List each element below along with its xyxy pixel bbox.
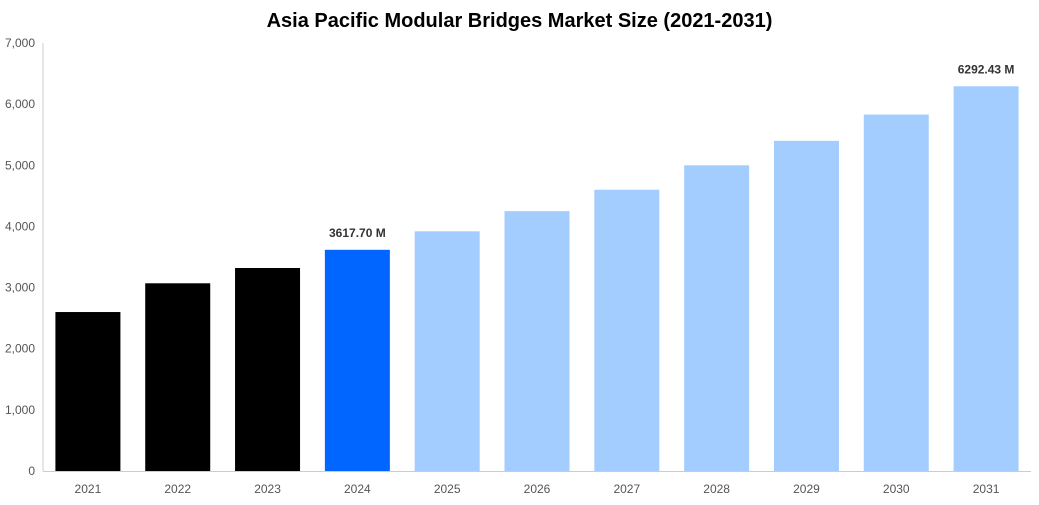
bar-2023 (235, 268, 301, 471)
data-labels-group: 3617.70 M 6292.43 M (329, 62, 1014, 240)
y-tick-label: 1,000 (5, 403, 35, 417)
y-axis: 0 1,000 2,000 3,000 4,000 5,000 6,000 7,000 (5, 36, 44, 478)
bar-2027 (594, 189, 660, 471)
x-tick-label: 2029 (793, 482, 820, 496)
data-label-2024: 3617.70 M (329, 226, 386, 240)
x-tick-label: 2026 (524, 482, 551, 496)
bar-2026 (504, 211, 570, 471)
bar-2024 (324, 249, 390, 471)
bar-2028 (684, 165, 750, 472)
bar-2031 (953, 86, 1019, 471)
x-tick-label: 2022 (164, 482, 191, 496)
bar-2021 (55, 312, 121, 471)
y-tick-label: 6,000 (5, 97, 35, 111)
bars-group (55, 86, 1019, 472)
y-tick-label: 7,000 (5, 36, 35, 50)
x-tick-label: 2030 (883, 482, 910, 496)
x-tick-label: 2028 (703, 482, 730, 496)
x-tick-label: 2024 (344, 482, 371, 496)
x-axis: 2021 2022 2023 2024 2025 2026 2027 2028 2029 2030… (43, 471, 1031, 496)
x-tick-label: 2021 (75, 482, 102, 496)
bar-2025 (414, 231, 480, 471)
x-tick-label: 2023 (254, 482, 281, 496)
y-tick-label: 2,000 (5, 342, 35, 356)
x-tick-label: 2031 (973, 482, 1000, 496)
bar-2029 (773, 140, 839, 472)
x-tick-label: 2025 (434, 482, 461, 496)
y-tick-label: 4,000 (5, 219, 35, 233)
y-tick-label: 5,000 (5, 158, 35, 172)
bar-2022 (145, 283, 211, 471)
y-tick-label: 0 (28, 464, 35, 478)
x-tick-label: 2027 (613, 482, 640, 496)
data-label-2031: 6292.43 M (958, 62, 1015, 76)
y-tick-label: 3,000 (5, 281, 35, 295)
chart-title: Asia Pacific Modular Bridges Market Size… (267, 10, 773, 32)
bar-2030 (863, 114, 929, 471)
